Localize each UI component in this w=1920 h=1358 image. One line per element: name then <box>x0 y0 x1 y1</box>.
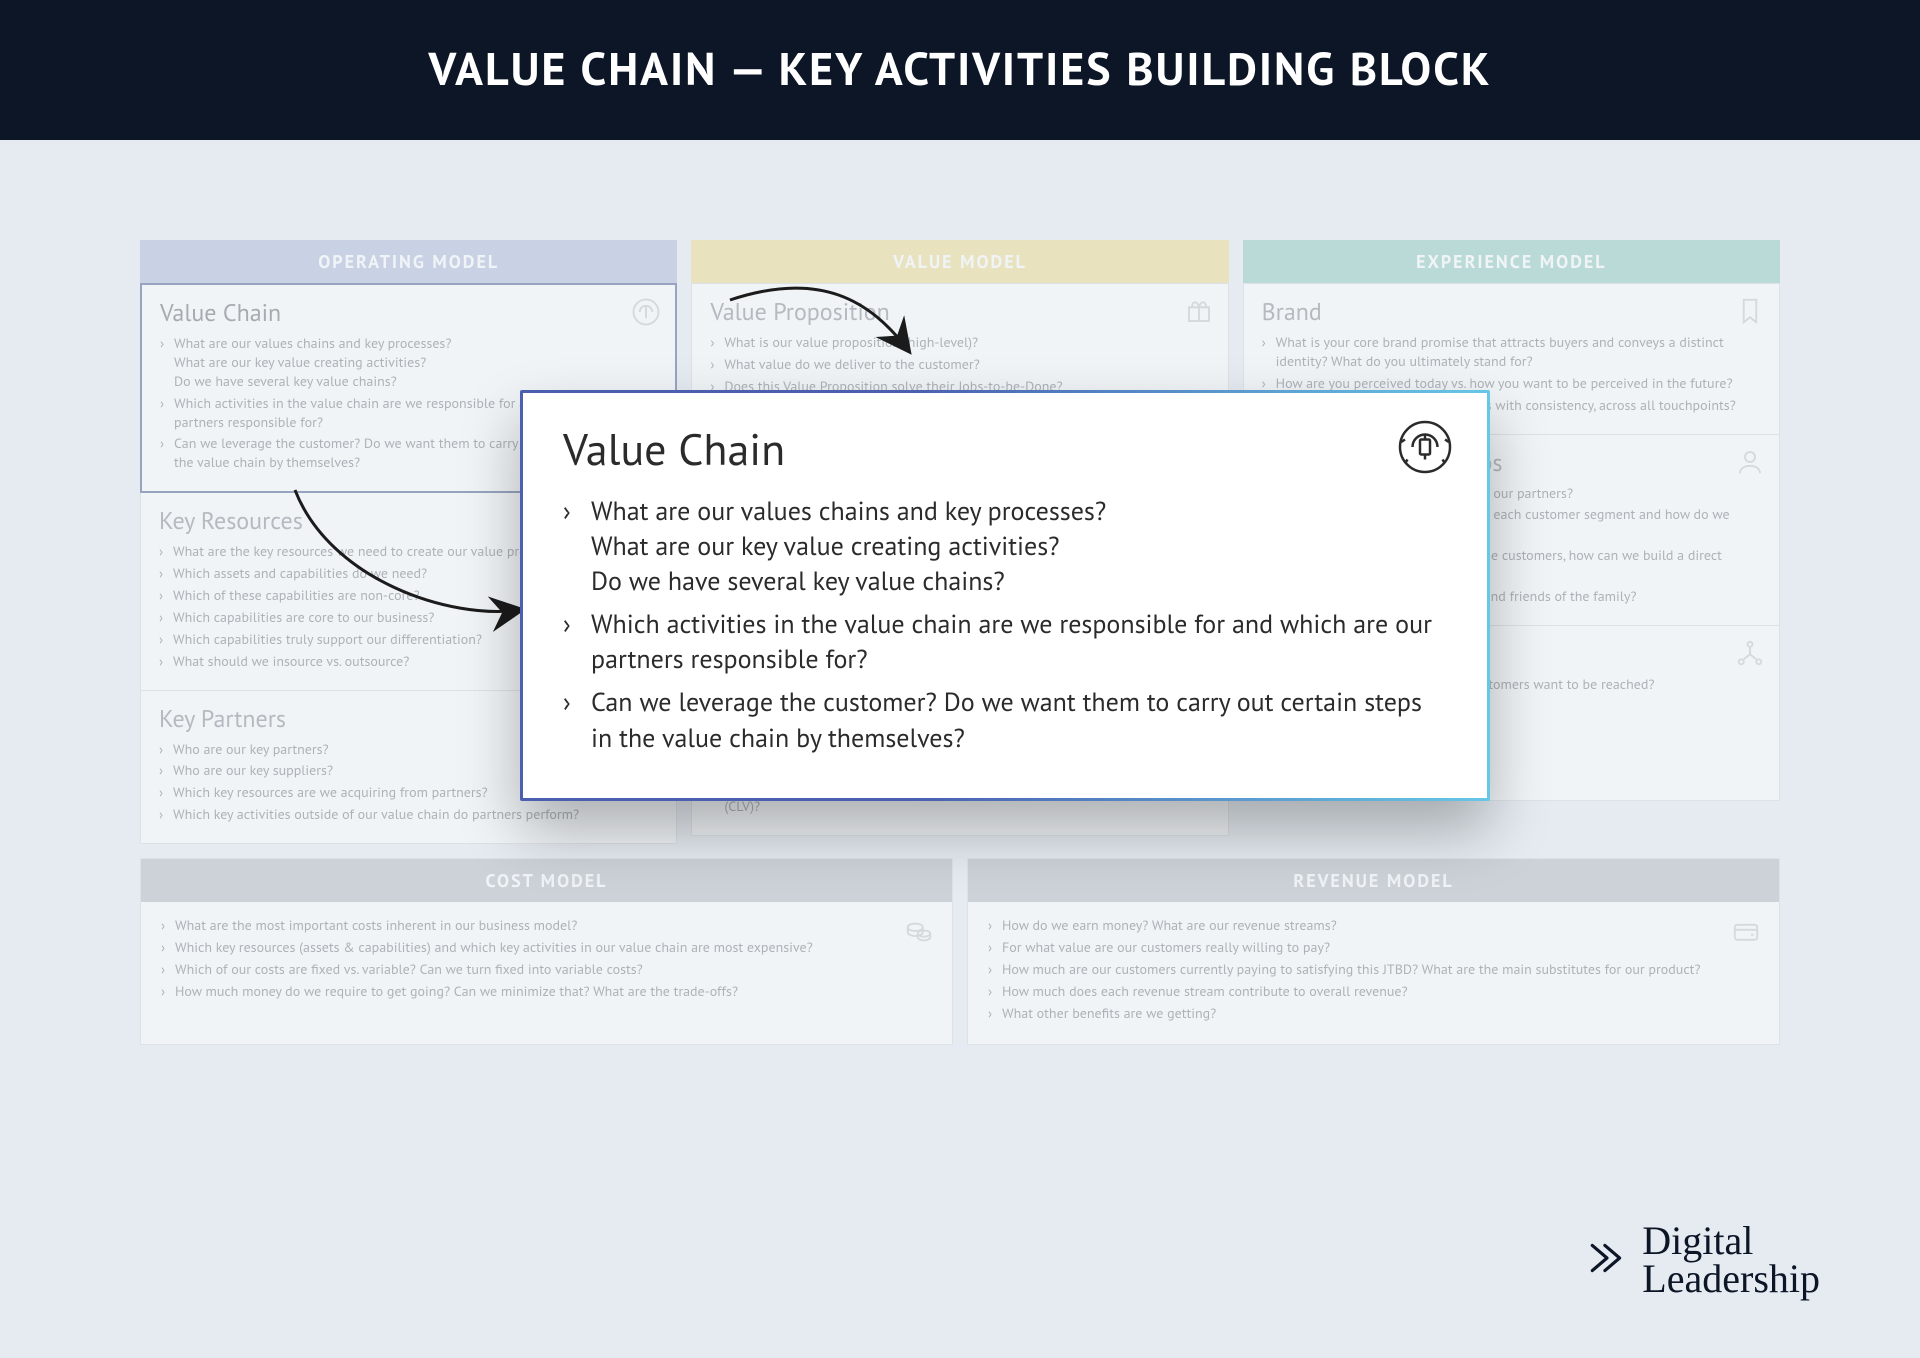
person-icon <box>1735 447 1765 477</box>
page-title: VALUE CHAIN — KEY ACTIVITIES BUILDING BL… <box>0 0 1920 140</box>
callout-q: What are our values chains and key proce… <box>563 494 1447 599</box>
q: What are the most important costs inhere… <box>161 916 932 935</box>
q: What other benefits are we getting? <box>988 1004 1759 1023</box>
revenue-model: REVENUE MODEL How do we earn money? What… <box>967 858 1780 1044</box>
callout-q: Can we leverage the customer? Do we want… <box>563 685 1447 755</box>
q: How much money do we require to get goin… <box>161 982 932 1001</box>
channels-icon <box>1735 638 1765 668</box>
experience-header: EXPERIENCE MODEL <box>1243 240 1780 283</box>
value-chain-callout: Value Chain What are our values chains a… <box>520 390 1490 801</box>
q: What is our value proposition (high-leve… <box>710 333 1209 352</box>
q: What is your core brand promise that att… <box>1262 333 1761 371</box>
chain-icon <box>1395 417 1455 477</box>
q: How much are our customers currently pay… <box>988 960 1759 979</box>
operating-header: OPERATING MODEL <box>140 240 677 283</box>
cost-header: COST MODEL <box>141 859 952 902</box>
logo-mark-icon <box>1586 1237 1628 1284</box>
q: What value do we deliver to the customer… <box>710 355 1209 374</box>
callout-title: Value Chain <box>563 421 1447 478</box>
q: How much does each revenue stream contri… <box>988 982 1759 1001</box>
callout-q: Which activities in the value chain are … <box>563 607 1447 677</box>
q: How do we earn money? What are our reven… <box>988 916 1759 935</box>
value-header: VALUE MODEL <box>691 240 1228 283</box>
gift-icon <box>1184 296 1214 326</box>
block-title: Value Chain <box>160 297 657 328</box>
q: Which key resources (assets & capabiliti… <box>161 938 932 957</box>
block-title: Brand <box>1262 296 1761 327</box>
q: Which of our costs are fixed vs. variabl… <box>161 960 932 979</box>
logo-line1: Digital <box>1642 1222 1820 1260</box>
block-title: Value Proposition <box>710 296 1209 327</box>
q: For what value are our customers really … <box>988 938 1759 957</box>
logo-line2: Leadership <box>1642 1260 1820 1298</box>
cost-model: COST MODEL What are the most important c… <box>140 858 953 1044</box>
q: What are our values chains and key proce… <box>160 334 657 391</box>
q: Which key activities outside of our valu… <box>159 805 658 824</box>
revenue-header: REVENUE MODEL <box>968 859 1779 902</box>
bookmark-icon <box>1735 296 1765 326</box>
footer-logo: Digital Leadership <box>1586 1222 1820 1298</box>
chain-icon <box>631 297 661 327</box>
